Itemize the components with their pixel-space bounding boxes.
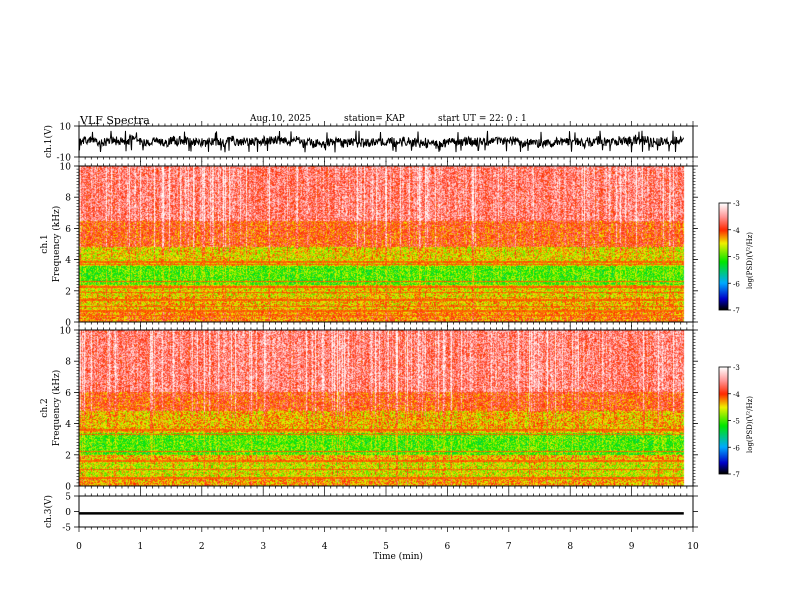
start-time-label: start UT = 22: 0 : 1 (438, 114, 527, 124)
ch1-spectrogram-image (79, 166, 693, 322)
ch1-spectrogram-channel-label: ch.1 (40, 234, 50, 253)
ch3-waveform-panel-frame (78, 495, 694, 528)
ch1-waveform-trace (78, 130, 684, 153)
ch2-colorbar-tick-label: -3 (733, 364, 740, 372)
ch1-spectrogram-y-tick-label: 8 (65, 194, 71, 204)
x-axis-label: Time (min) (373, 551, 423, 562)
ch1-colorbar-tick-label: -7 (733, 307, 740, 315)
ch2-spectrogram-y-tick-label: 6 (65, 389, 71, 399)
ch3-waveform-trace (79, 512, 684, 515)
ch1-spectrogram-panel-frame (78, 165, 694, 323)
ch2-spectrogram-panel-frame (78, 329, 694, 487)
ch3-waveform-y-tick-label: 5 (65, 493, 71, 503)
ch1-spectrogram-y-tick-label: 2 (65, 287, 71, 297)
ch2-colorbar-tick-label: -4 (733, 391, 740, 399)
ch2-spectrogram-y-tick-label: 8 (65, 358, 71, 368)
ch1-colorbar-tick-label: -3 (733, 200, 740, 208)
ch1-spectrogram-y-tick-label: 0 (65, 319, 71, 329)
ch3-waveform-ylabel: ch.3(V) (43, 495, 54, 528)
ch2-colorbar-tick-label: -5 (733, 418, 740, 426)
x-tick-label: 9 (629, 542, 635, 552)
x-tick-label: 8 (567, 542, 573, 552)
x-tick-label: 3 (260, 542, 266, 552)
x-tick-label: 1 (138, 542, 144, 552)
ch3-waveform-y-tick-label: 0 (65, 508, 71, 518)
ch1-waveform-y-tick-label: -10 (57, 154, 72, 164)
ch2-spectrogram-y-tick-label: 0 (65, 483, 71, 493)
ch2-spectrogram-y-tick-label: 2 (65, 451, 71, 461)
ch1-colorbar-tick-label: -5 (733, 254, 740, 262)
ch1-waveform-ylabel: ch.1(V) (43, 125, 54, 158)
ch2-spectrogram-channel-label: ch.2 (40, 398, 50, 417)
ch1-colorbar-image (719, 203, 728, 310)
ch2-colorbar-label: log(PSD)(V²/Hz) (746, 396, 754, 453)
ch2-colorbar-image (719, 367, 728, 474)
ch1-spectrogram-y-tick-label: 10 (60, 163, 72, 173)
ch2-spectrogram-ylabel: Frequency (kHz) (51, 370, 62, 447)
x-tick-label: 2 (199, 542, 205, 552)
ch3-waveform-y-tick-label: -5 (62, 524, 71, 534)
ch1-spectrogram-y-tick-label: 4 (65, 256, 71, 266)
ch1-colorbar-tick-label: -4 (733, 227, 740, 235)
date-label: Aug.10, 2025 (250, 114, 311, 124)
ch1-colorbar-tick-label: -6 (733, 280, 740, 288)
ch1-colorbar-frame (718, 202, 729, 311)
x-tick-label: 10 (687, 542, 699, 552)
x-tick-label: 6 (445, 542, 451, 552)
x-tick-label: 0 (76, 542, 82, 552)
ch1-spectrogram-ylabel: Frequency (kHz) (51, 206, 62, 283)
ch1-waveform-y-tick-label: 10 (60, 123, 72, 133)
ch1-colorbar-label: log(PSD)(V²/Hz) (746, 232, 754, 289)
ch2-colorbar-tick-label: -7 (733, 471, 740, 479)
ch2-colorbar-tick-label: -6 (733, 444, 740, 452)
ch2-colorbar-frame (718, 366, 729, 475)
ch2-spectrogram-y-tick-label: 10 (60, 327, 72, 337)
x-tick-label: 7 (506, 542, 512, 552)
ch1-spectrogram-y-tick-label: 6 (65, 225, 71, 235)
x-tick-label: 4 (322, 542, 328, 552)
ch2-spectrogram-y-tick-label: 4 (65, 420, 71, 430)
ch2-spectrogram-image (79, 330, 693, 486)
x-tick-label: 5 (383, 542, 389, 552)
station-label: station= KAP (344, 114, 405, 124)
